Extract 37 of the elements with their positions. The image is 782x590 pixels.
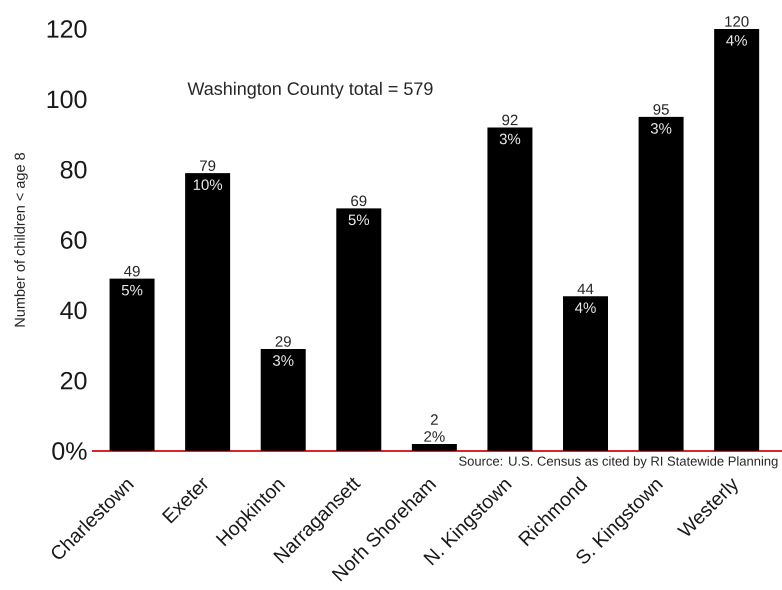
bar xyxy=(714,29,760,451)
annotation: 3% xyxy=(500,134,520,144)
bar xyxy=(336,208,382,451)
annotation: 5% xyxy=(348,214,370,226)
annotation: 3% xyxy=(272,355,294,366)
data-label: 120 xyxy=(725,16,749,27)
data-label: 79 xyxy=(200,160,216,171)
data-label: 29 xyxy=(276,336,291,347)
bar xyxy=(260,349,306,451)
bar xyxy=(110,278,155,451)
bar xyxy=(185,173,230,451)
y-tick-label: 40 xyxy=(60,301,86,320)
y-tick-label: 100 xyxy=(48,90,86,108)
y-tick-label: 80 xyxy=(60,160,86,179)
annotation: 5% xyxy=(122,284,142,296)
bar xyxy=(412,444,457,451)
annotation: 10% xyxy=(194,179,222,190)
data-label: 2 xyxy=(430,414,438,425)
annotation: 4% xyxy=(726,35,747,46)
annotation: 4% xyxy=(575,302,596,313)
source-note: Source: U.S. Census as cited by RI Statewide Planning xyxy=(459,456,778,468)
annotation: 2% xyxy=(424,431,445,442)
bar xyxy=(638,116,684,451)
y-axis-title: Number of children < age 8 xyxy=(14,153,28,326)
data-label: 95 xyxy=(653,104,669,115)
data-label: 69 xyxy=(351,196,366,206)
bar xyxy=(563,296,608,451)
annotation: 3% xyxy=(650,123,672,134)
bar xyxy=(487,127,532,451)
y-tick-label: 20 xyxy=(60,372,86,390)
data-label: 92 xyxy=(502,114,518,126)
y-tick-label: 120 xyxy=(48,20,86,38)
y-tick-label: 0% xyxy=(52,442,87,460)
annotation: Washington County total = 579 xyxy=(188,82,433,99)
data-label: 49 xyxy=(124,266,140,276)
data-label: 44 xyxy=(578,284,594,294)
y-tick-label: 60 xyxy=(60,231,86,249)
